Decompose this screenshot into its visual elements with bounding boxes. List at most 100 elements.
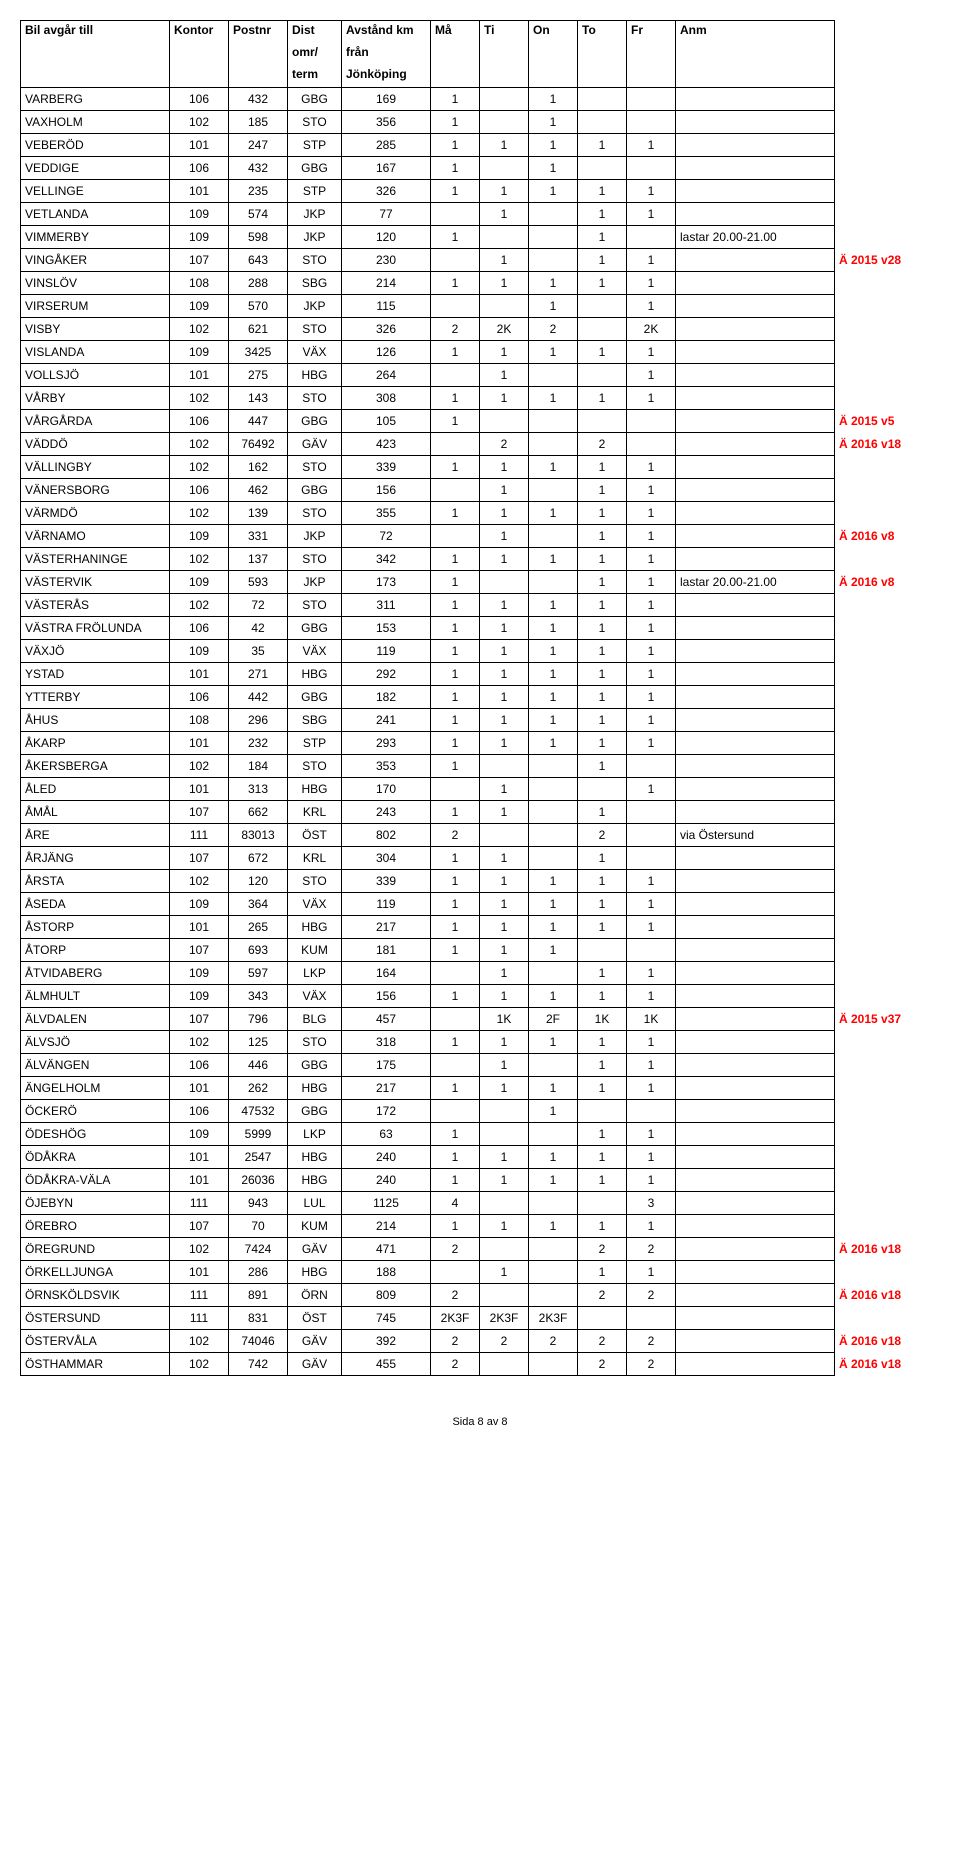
table-row: VÄSTERÅS10272STO31111111 bbox=[21, 594, 941, 617]
cell-on: 1 bbox=[529, 1146, 578, 1169]
cell-ti: 1 bbox=[480, 939, 529, 962]
cell-dist: HBG bbox=[288, 1261, 342, 1284]
cell-anm bbox=[676, 249, 835, 272]
cell-kontor: 101 bbox=[170, 1169, 229, 1192]
cell-anm: via Östersund bbox=[676, 824, 835, 847]
cell-on: 1 bbox=[529, 640, 578, 663]
cell-fr: 1 bbox=[627, 1215, 676, 1238]
cell-to: 1 bbox=[578, 594, 627, 617]
cell-postnr: 162 bbox=[229, 456, 288, 479]
cell-anm bbox=[676, 1169, 835, 1192]
table-row: ÖDESHÖG1095999LKP63111 bbox=[21, 1123, 941, 1146]
cell-to bbox=[578, 1307, 627, 1330]
cell-postnr: 943 bbox=[229, 1192, 288, 1215]
cell-dist: VÄX bbox=[288, 640, 342, 663]
cell-avstand: 230 bbox=[342, 249, 431, 272]
cell-name: ÖSTHAMMAR bbox=[21, 1353, 170, 1376]
cell-fr: 1 bbox=[627, 341, 676, 364]
cell-ma: 1 bbox=[431, 272, 480, 295]
table-row: ÅMÅL107662KRL243111 bbox=[21, 801, 941, 824]
cell-kontor: 111 bbox=[170, 824, 229, 847]
cell-ma: 1 bbox=[431, 111, 480, 134]
cell-note bbox=[835, 272, 941, 295]
cell-ma: 1 bbox=[431, 226, 480, 249]
cell-kontor: 102 bbox=[170, 1330, 229, 1353]
cell-anm bbox=[676, 962, 835, 985]
cell-note bbox=[835, 916, 941, 939]
cell-ti bbox=[480, 1123, 529, 1146]
cell-fr: 2 bbox=[627, 1284, 676, 1307]
cell-ma: 1 bbox=[431, 387, 480, 410]
cell-ma: 2 bbox=[431, 1353, 480, 1376]
table-row: YSTAD101271HBG29211111 bbox=[21, 663, 941, 686]
cell-avstand: 471 bbox=[342, 1238, 431, 1261]
cell-anm bbox=[676, 364, 835, 387]
cell-on bbox=[529, 847, 578, 870]
cell-ti: 1K bbox=[480, 1008, 529, 1031]
cell-dist: STO bbox=[288, 594, 342, 617]
table-row: ÅKARP101232STP29311111 bbox=[21, 732, 941, 755]
cell-name: ÖDESHÖG bbox=[21, 1123, 170, 1146]
cell-postnr: 462 bbox=[229, 479, 288, 502]
cell-dist: GÄV bbox=[288, 1330, 342, 1353]
table-row: VAXHOLM102185STO35611 bbox=[21, 111, 941, 134]
cell-ti: 1 bbox=[480, 1054, 529, 1077]
cell-avstand: 217 bbox=[342, 916, 431, 939]
cell-anm bbox=[676, 1192, 835, 1215]
cell-to: 1 bbox=[578, 226, 627, 249]
cell-to: 1 bbox=[578, 893, 627, 916]
table-row: ÅRJÄNG107672KRL304111 bbox=[21, 847, 941, 870]
cell-on bbox=[529, 479, 578, 502]
cell-anm bbox=[676, 433, 835, 456]
cell-name: VELLINGE bbox=[21, 180, 170, 203]
cell-kontor: 102 bbox=[170, 387, 229, 410]
cell-to: 1 bbox=[578, 755, 627, 778]
cell-fr: 1 bbox=[627, 525, 676, 548]
cell-postnr: 72 bbox=[229, 594, 288, 617]
cell-postnr: 662 bbox=[229, 801, 288, 824]
cell-anm bbox=[676, 1353, 835, 1376]
cell-on: 1 bbox=[529, 88, 578, 111]
cell-postnr: 26036 bbox=[229, 1169, 288, 1192]
cell-on bbox=[529, 755, 578, 778]
cell-fr bbox=[627, 410, 676, 433]
cell-anm bbox=[676, 939, 835, 962]
cell-ti: 1 bbox=[480, 778, 529, 801]
cell-ma bbox=[431, 962, 480, 985]
cell-postnr: 742 bbox=[229, 1353, 288, 1376]
header-to: To bbox=[578, 21, 627, 88]
cell-postnr: 271 bbox=[229, 663, 288, 686]
cell-kontor: 106 bbox=[170, 410, 229, 433]
cell-avstand: 164 bbox=[342, 962, 431, 985]
cell-ti: 1 bbox=[480, 502, 529, 525]
cell-name: ÖSTERVÅLA bbox=[21, 1330, 170, 1353]
cell-avstand: 115 bbox=[342, 295, 431, 318]
table-row: ÅSEDA109364VÄX11911111 bbox=[21, 893, 941, 916]
cell-anm bbox=[676, 111, 835, 134]
cell-on bbox=[529, 1284, 578, 1307]
cell-postnr: 275 bbox=[229, 364, 288, 387]
cell-kontor: 106 bbox=[170, 479, 229, 502]
table-row: VARBERG106432GBG16911 bbox=[21, 88, 941, 111]
header-postnr: Postnr bbox=[229, 21, 288, 88]
cell-note bbox=[835, 801, 941, 824]
cell-kontor: 106 bbox=[170, 157, 229, 180]
cell-ti: 1 bbox=[480, 364, 529, 387]
cell-kontor: 109 bbox=[170, 571, 229, 594]
cell-kontor: 109 bbox=[170, 893, 229, 916]
cell-name: ÄLVSJÖ bbox=[21, 1031, 170, 1054]
cell-dist: HBG bbox=[288, 364, 342, 387]
cell-ma: 1 bbox=[431, 939, 480, 962]
cell-fr bbox=[627, 755, 676, 778]
cell-postnr: 74046 bbox=[229, 1330, 288, 1353]
cell-name: ÄLVDALEN bbox=[21, 1008, 170, 1031]
cell-dist: GBG bbox=[288, 617, 342, 640]
cell-anm bbox=[676, 203, 835, 226]
cell-dist: HBG bbox=[288, 916, 342, 939]
cell-note bbox=[835, 1100, 941, 1123]
cell-ma: 1 bbox=[431, 801, 480, 824]
cell-dist: ÖST bbox=[288, 1307, 342, 1330]
cell-note bbox=[835, 640, 941, 663]
cell-to: 1K bbox=[578, 1008, 627, 1031]
cell-anm bbox=[676, 88, 835, 111]
